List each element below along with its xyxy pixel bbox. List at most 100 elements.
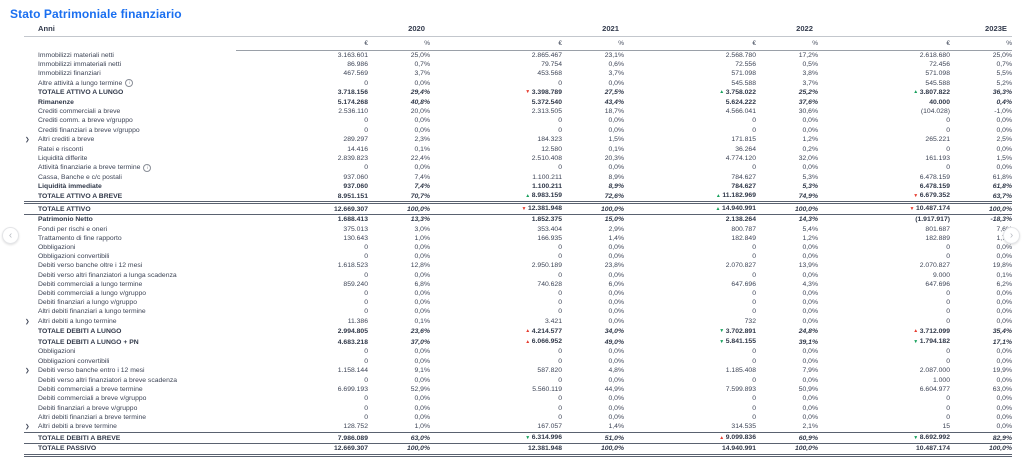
percent-cell: 0,0% (608, 395, 625, 403)
value-cell: 1.852.375 (531, 216, 562, 224)
table-row: Debiti commerciali a lungo termine 859.24… (24, 280, 1012, 289)
percent-cell: 0,0% (608, 318, 625, 326)
percent-subheader: % (756, 36, 818, 51)
value-cell: 0 (558, 404, 562, 412)
info-icon[interactable]: i (143, 163, 152, 172)
value-cell: 4.566.041 (725, 108, 756, 116)
value-cell: 10.487.174 (818, 443, 950, 457)
expand-chevron-icon[interactable]: ❯ (25, 367, 30, 374)
percent-cell: 44,9% (604, 386, 624, 394)
table-row: Debiti finanziari a lungo v/gruppo 0 0,0% 0… (24, 298, 1012, 307)
value-cell: ▲ 4.214.577 (525, 327, 562, 335)
table-row: Immobilizzi materiali netti 3.163.601 25,0… (24, 51, 1012, 61)
percent-cell: 0,0% (996, 423, 1013, 431)
percent-cell: 0,0% (802, 413, 819, 421)
percent-cell: 17,2% (798, 52, 818, 59)
percent-cell: 0,0% (414, 271, 431, 279)
trend-up-icon: ▲ (719, 434, 725, 441)
year-column-header-2020: 2020 (236, 20, 430, 37)
table-row: Altri debiti finanziari a lungo termine 0… (24, 307, 1012, 316)
table-row: Rimanenze 5.174.268 40,8% 5.372.540 43,4% 5.6… (24, 98, 1012, 107)
percent-cell: 17,1% (992, 338, 1012, 346)
value-cell: 5.624.222 (725, 99, 756, 107)
percent-cell: 20,0% (410, 108, 430, 116)
percent-cell: 0,0% (608, 117, 625, 125)
value-cell: 0 (752, 357, 756, 365)
value-cell: ▼ 5.841.155 (719, 338, 756, 346)
percent-cell: 0,0% (996, 308, 1013, 316)
trend-up-icon: ▲ (525, 192, 531, 199)
value-cell: 0 (946, 253, 950, 261)
trend-down-icon: ▼ (913, 192, 919, 199)
value-cell: 0 (364, 271, 368, 279)
table-row: Debiti commerciali a lungo v/gruppo 0 0,0%… (24, 289, 1012, 298)
percent-cell: 50,9% (798, 386, 818, 394)
row-label: Obbligazioni (38, 348, 76, 356)
value-cell: ▲ 11.182.969 (715, 192, 756, 200)
value-cell: 161.193 (925, 155, 950, 163)
row-label: Debiti finanziari a lungo v/gruppo (38, 299, 137, 307)
percent-cell: 6,0% (608, 280, 625, 288)
percent-cell: 72,6% (604, 192, 624, 200)
percent-cell: 3,8% (802, 70, 819, 78)
table-row: TOTALE ATTIVO A LUNGO 3.718.156 29,4% ▼ 3.39… (24, 88, 1012, 98)
percent-cell: 0,0% (802, 404, 819, 412)
percent-cell: 0,0% (802, 348, 819, 356)
table-row: Immobilizzi finanziari 467.569 3,7% 453.568… (24, 69, 1012, 78)
table-row: ❯ Altri crediti a breve 289.297 2,3% 184.323… (24, 135, 1012, 145)
value-cell: 647.696 (925, 280, 950, 288)
table-row: Attività finanziarie a breve termine i 0 0,… (24, 163, 1012, 172)
scroll-right-button[interactable]: › (1003, 227, 1020, 244)
table-row: Debiti commerciali a breve v/gruppo 0 0,0%… (24, 394, 1012, 403)
info-icon[interactable]: i (125, 79, 134, 88)
value-cell: 0 (364, 299, 368, 307)
years-header-row: Anni 2020 2021 2022 2023E (24, 20, 1012, 37)
trend-up-icon: ▲ (525, 338, 531, 345)
table-row: Crediti commerciali a breve 2.536.110 20,0… (24, 107, 1012, 116)
percent-cell: 52,9% (410, 386, 430, 394)
percent-cell: 0,0% (802, 271, 819, 279)
value-cell: 0 (558, 244, 562, 252)
percent-cell: 5,5% (996, 70, 1013, 78)
value-cell: 2.950.189 (531, 262, 562, 270)
expand-chevron-icon[interactable]: ❯ (25, 318, 30, 325)
value-cell: 1.185.408 (725, 367, 756, 375)
value-cell: 5.560.119 (532, 386, 562, 394)
row-label: Immobilizzi materiali netti (38, 51, 114, 59)
value-cell: 14.940.991 (624, 443, 756, 457)
value-cell: 6.604.977 (919, 386, 950, 394)
percent-cell: 0,0% (608, 404, 625, 412)
value-cell: 36.264 (735, 146, 756, 154)
expand-chevron-icon[interactable]: ❯ (25, 136, 30, 143)
value-cell: 86.986 (347, 61, 368, 69)
value-cell: ▲ 6.066.952 (525, 338, 562, 346)
percent-cell: 0,0% (414, 164, 431, 172)
value-cell: ▲ 3.807.822 (913, 88, 950, 96)
percent-cell: 23,6% (410, 328, 430, 336)
percent-subheader: % (950, 36, 1012, 51)
value-cell: 2.994.805 (337, 328, 368, 336)
trend-down-icon: ▼ (913, 338, 919, 345)
row-label: Debiti verso altri finanziatori a lunga … (38, 271, 177, 279)
percent-cell: 30,6% (798, 108, 818, 116)
value-cell: 0 (752, 244, 756, 252)
value-cell: 0 (364, 79, 368, 87)
percent-cell: 6,2% (996, 280, 1013, 288)
percent-cell: 5,2% (996, 79, 1013, 87)
percent-cell: 9,1% (414, 367, 431, 375)
trend-down-icon: ▼ (719, 338, 725, 345)
value-cell: 740.628 (537, 280, 562, 288)
value-cell: 859.240 (343, 280, 368, 288)
row-label: TOTALE ATTIVO A BREVE (38, 192, 123, 200)
percent-cell: 36,3% (992, 89, 1012, 97)
expand-chevron-icon[interactable]: ❯ (25, 423, 30, 430)
value-cell: 7.599.893 (725, 386, 756, 394)
value-cell: 0 (946, 290, 950, 298)
value-cell: 800.787 (731, 225, 756, 233)
percent-cell: 5,3% (802, 182, 819, 190)
value-cell: 289.297 (343, 136, 368, 144)
percent-cell: 8,9% (608, 182, 625, 190)
value-cell: 12.669.307 (236, 443, 368, 457)
scroll-left-button[interactable]: ‹ (2, 227, 19, 244)
percent-cell: 4,3% (802, 280, 819, 288)
